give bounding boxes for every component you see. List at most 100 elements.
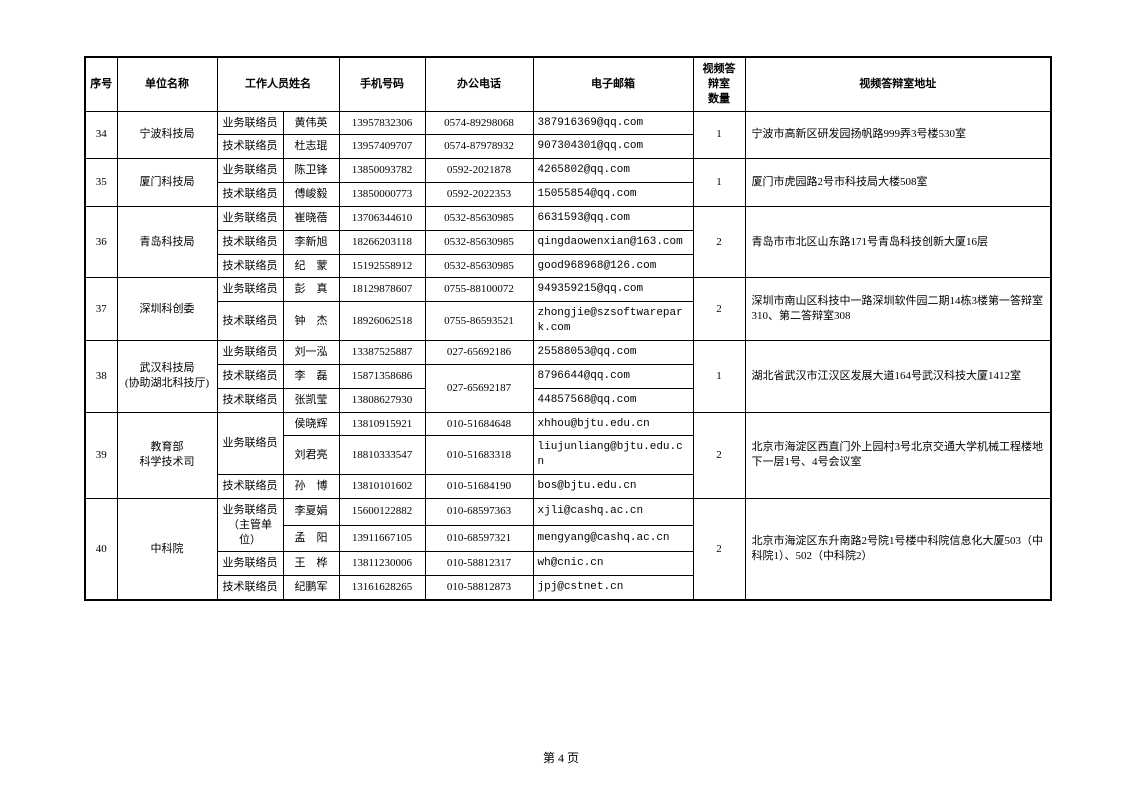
cell-phone: 15192558912 [339,254,425,278]
header-seq: 序号 [85,57,117,111]
cell-phone: 13811230006 [339,552,425,576]
header-addr: 视频答辩室地址 [745,57,1051,111]
cell-phone: 13706344610 [339,206,425,230]
table-row: 36青岛科技局业务联络员崔晓蓓137063446100532-856309856… [85,206,1051,230]
cell-unit: 厦门科技局 [117,159,217,207]
cell-tel: 0592-2021878 [425,159,533,183]
cell-addr: 湖北省武汉市江汉区发展大道164号武汉科技大厦1412室 [745,340,1051,412]
cell-role: 业务联络员 [217,278,283,302]
cell-rooms: 2 [693,498,745,600]
cell-role: 技术联络员 [217,576,283,600]
cell-addr: 厦门市虎园路2号市科技局大楼508室 [745,159,1051,207]
cell-role: 技术联络员 [217,135,283,159]
cell-phone: 13808627930 [339,388,425,412]
cell-role: 业务联络员 [217,412,283,475]
cell-seq: 39 [85,412,117,498]
cell-email: mengyang@cashq.ac.cn [533,525,693,552]
cell-phone: 13810101602 [339,475,425,499]
page-footer: 第 4 页 [0,749,1122,766]
cell-rooms: 2 [693,278,745,341]
header-staff: 工作人员姓名 [217,57,339,111]
table-header-row: 序号 单位名称 工作人员姓名 手机号码 办公电话 电子邮箱 视频答辩室数量 视频… [85,57,1051,111]
cell-addr: 青岛市市北区山东路171号青岛科技创新大厦16层 [745,206,1051,278]
cell-role: 技术联络员 [217,388,283,412]
cell-email: bos@bjtu.edu.cn [533,475,693,499]
cell-unit: 宁波科技局 [117,111,217,159]
cell-phone: 13387525887 [339,340,425,364]
cell-name: 陈卫锋 [283,159,339,183]
cell-name: 李夏娟 [283,498,339,525]
cell-name: 孟 阳 [283,525,339,552]
cell-tel: 010-68597321 [425,525,533,552]
cell-email: 949359215@qq.com [533,278,693,302]
cell-email: 15055854@qq.com [533,183,693,207]
cell-email: wh@cnic.cn [533,552,693,576]
cell-tel: 0574-87978932 [425,135,533,159]
cell-email: jpj@cstnet.cn [533,576,693,600]
cell-name: 侯晓辉 [283,412,339,436]
cell-tel: 010-51684190 [425,475,533,499]
cell-name: 纪 蒙 [283,254,339,278]
cell-tel: 0592-2022353 [425,183,533,207]
cell-phone: 18129878607 [339,278,425,302]
cell-name: 刘君亮 [283,436,339,475]
cell-phone: 18926062518 [339,302,425,341]
cell-addr: 深圳市南山区科技中一路深圳软件园二期14栋3楼第一答辩室310、第二答辩室308 [745,278,1051,341]
cell-name: 黄伟英 [283,111,339,135]
cell-role: 业务联络员 [217,111,283,135]
table-row: 39教育部科学技术司业务联络员侯晓辉13810915921010-5168464… [85,412,1051,436]
cell-addr: 北京市海淀区东升南路2号院1号楼中科院信息化大厦503（中科院1）、502（中科… [745,498,1051,600]
cell-name: 崔晓蓓 [283,206,339,230]
header-tel: 办公电话 [425,57,533,111]
cell-name: 张凯莹 [283,388,339,412]
cell-phone: 13850000773 [339,183,425,207]
header-email: 电子邮箱 [533,57,693,111]
cell-email: 44857568@qq.com [533,388,693,412]
cell-tel: 010-58812317 [425,552,533,576]
header-unit: 单位名称 [117,57,217,111]
cell-phone: 13911667105 [339,525,425,552]
cell-name: 刘一泓 [283,340,339,364]
cell-seq: 35 [85,159,117,207]
cell-name: 李 磊 [283,364,339,388]
cell-email: xjli@cashq.ac.cn [533,498,693,525]
cell-phone: 13810915921 [339,412,425,436]
cell-role: 技术联络员 [217,475,283,499]
table-row: 40中科院业务联络员（主管单位）李夏娟15600122882010-685973… [85,498,1051,525]
cell-tel: 027-65692187 [425,364,533,412]
cell-email: 907304301@qq.com [533,135,693,159]
cell-tel: 0755-88100072 [425,278,533,302]
cell-addr: 宁波市高新区研发园扬帆路999弄3号楼530室 [745,111,1051,159]
cell-tel: 027-65692186 [425,340,533,364]
cell-role: 技术联络员 [217,302,283,341]
cell-name: 李新旭 [283,230,339,254]
cell-name: 王 桦 [283,552,339,576]
cell-rooms: 2 [693,412,745,498]
header-rooms: 视频答辩室数量 [693,57,745,111]
cell-seq: 36 [85,206,117,278]
cell-email: 25588053@qq.com [533,340,693,364]
cell-phone: 18266203118 [339,230,425,254]
cell-unit: 青岛科技局 [117,206,217,278]
cell-email: good968968@126.com [533,254,693,278]
cell-role: 业务联络员 [217,159,283,183]
cell-phone: 15871358686 [339,364,425,388]
cell-email: qingdaowenxian@163.com [533,230,693,254]
cell-role: 业务联络员 [217,206,283,230]
cell-tel: 010-51684648 [425,412,533,436]
cell-email: 6631593@qq.com [533,206,693,230]
cell-name: 孙 博 [283,475,339,499]
cell-rooms: 1 [693,159,745,207]
table-row: 35厦门科技局业务联络员陈卫锋138500937820592-202187842… [85,159,1051,183]
cell-tel: 0532-85630985 [425,206,533,230]
cell-tel: 010-51683318 [425,436,533,475]
cell-tel: 0532-85630985 [425,254,533,278]
cell-tel: 0574-89298068 [425,111,533,135]
cell-email: liujunliang@bjtu.edu.cn [533,436,693,475]
table-row: 34宁波科技局业务联络员黄伟英139578323060574-892980683… [85,111,1051,135]
cell-name: 纪鹏军 [283,576,339,600]
cell-role: 业务联络员 [217,340,283,364]
cell-unit: 教育部科学技术司 [117,412,217,498]
cell-phone: 13957832306 [339,111,425,135]
cell-email: 4265802@qq.com [533,159,693,183]
